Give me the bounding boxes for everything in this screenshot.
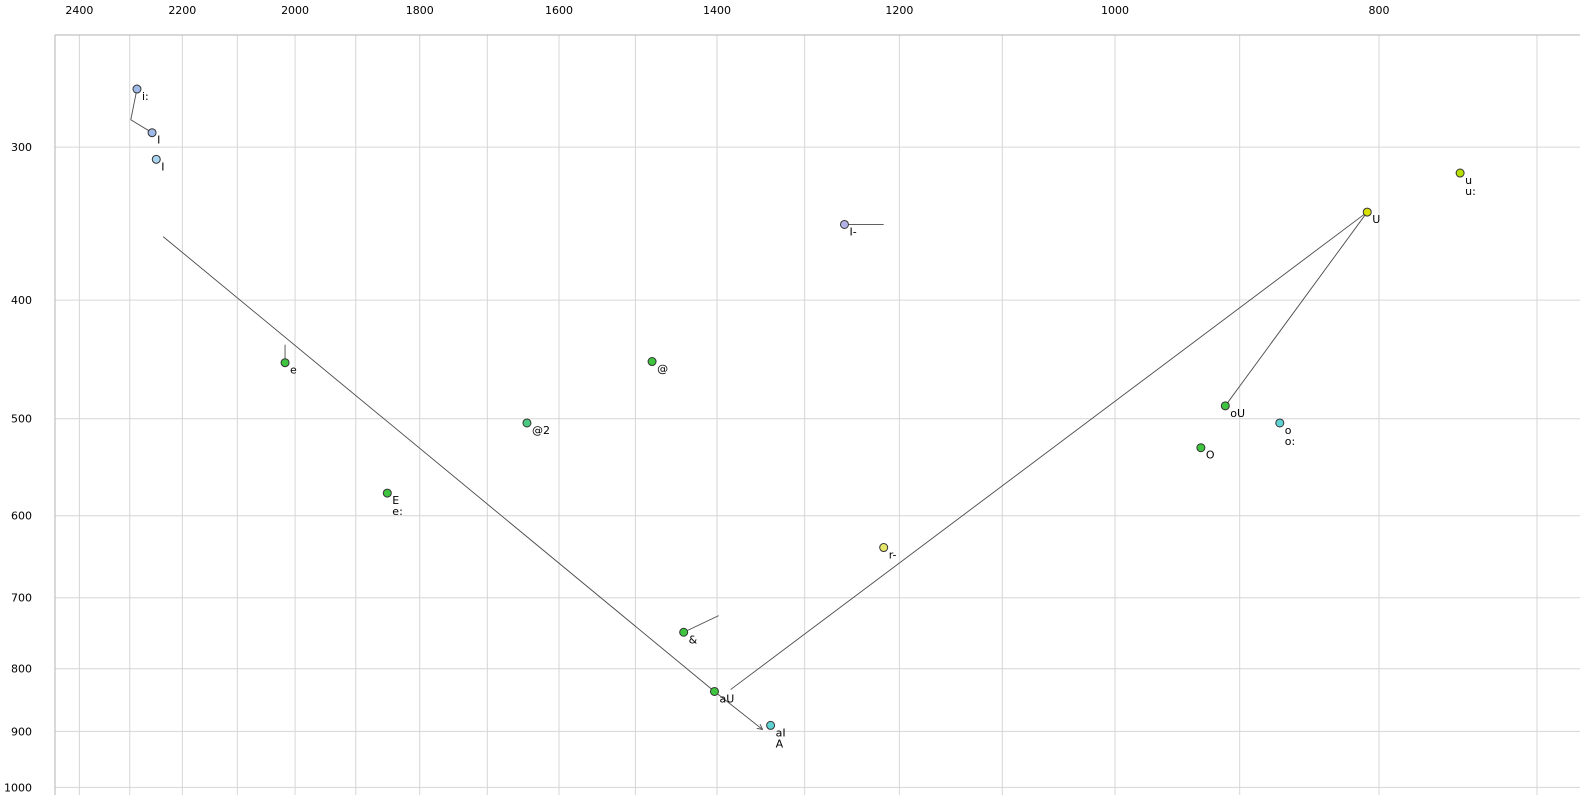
point-label: e:: [392, 505, 402, 518]
trajectory-line: [714, 691, 763, 730]
data-point-i-[interactable]: [132, 84, 142, 94]
data-point-e[interactable]: [382, 488, 392, 498]
y-tick-label: 800: [11, 663, 32, 676]
trajectory-arrowhead: [756, 727, 763, 731]
point-label: U: [1372, 213, 1380, 226]
point-label: A: [776, 737, 784, 750]
data-point-i[interactable]: [151, 154, 161, 164]
point-label: u:: [1465, 185, 1476, 198]
y-tick-label: 700: [11, 592, 32, 605]
point-label: o:: [1285, 435, 1295, 448]
y-tick-label: 300: [11, 141, 32, 154]
data-point-au[interactable]: [709, 686, 719, 696]
trajectory-arrowhead: [759, 723, 764, 730]
point-label: u: [1465, 174, 1472, 187]
x-tick-label: 800: [1369, 4, 1390, 17]
data-point--[interactable]: [647, 357, 657, 367]
data-point-ai[interactable]: [766, 720, 776, 730]
x-tick-label: 1800: [406, 4, 434, 17]
x-tick-label: 2400: [65, 4, 93, 17]
data-point-i-[interactable]: [839, 219, 849, 229]
point-label: @2: [532, 424, 550, 437]
trajectory-line: [683, 615, 719, 633]
trajectory-line: [162, 236, 715, 692]
y-tick-label: 1000: [4, 781, 32, 794]
data-point--2[interactable]: [522, 418, 532, 428]
point-label: I: [161, 160, 164, 173]
y-tick-label: 600: [11, 510, 32, 523]
trajectory-line: [130, 88, 138, 120]
trajectory-line: [1224, 211, 1368, 407]
y-tick-label: 900: [11, 725, 32, 738]
point-label: @: [657, 363, 668, 376]
trajectory-line: [730, 211, 1368, 690]
data-point-o[interactable]: [1275, 418, 1285, 428]
data-point-u[interactable]: [1455, 168, 1465, 178]
point-label: i:: [142, 90, 149, 103]
point-label: O: [1206, 449, 1215, 462]
x-tick-label: 1200: [885, 4, 913, 17]
point-label: aI: [776, 726, 786, 739]
point-label: o: [1285, 424, 1292, 437]
point-label: E: [392, 494, 399, 507]
data-point-u[interactable]: [1362, 207, 1372, 217]
x-tick-label: 2200: [168, 4, 196, 17]
y-tick-label: 500: [11, 413, 32, 426]
point-label: I-: [849, 225, 856, 238]
point-label: aU: [719, 692, 734, 705]
x-tick-label: 1000: [1101, 4, 1129, 17]
data-point--[interactable]: [679, 627, 689, 637]
data-point-ou[interactable]: [1220, 401, 1230, 411]
data-point-i[interactable]: [147, 128, 157, 138]
point-label: r-: [889, 549, 897, 562]
data-point-e[interactable]: [280, 358, 290, 368]
point-label: oU: [1230, 407, 1245, 420]
x-tick-label: 1400: [703, 4, 731, 17]
point-label: I: [157, 134, 160, 147]
point-label: e: [290, 364, 297, 377]
point-label: &: [689, 633, 698, 646]
x-tick-label: 1600: [545, 4, 573, 17]
x-tick-label: 2000: [281, 4, 309, 17]
data-point-o[interactable]: [1196, 443, 1206, 453]
y-tick-label: 400: [11, 294, 32, 307]
data-point-r-[interactable]: [879, 543, 889, 553]
